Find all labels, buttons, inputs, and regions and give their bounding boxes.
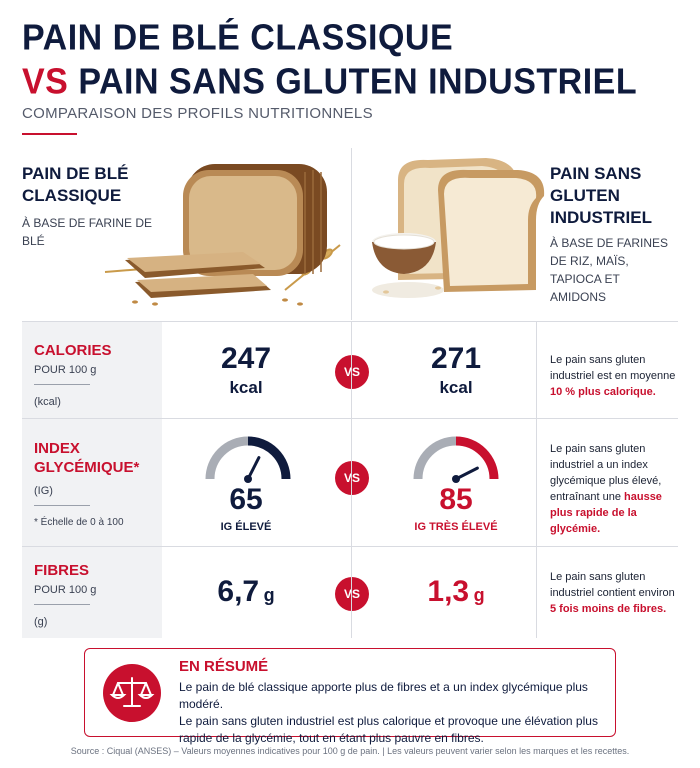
calories-desc-highlight: 10 % plus calorique.: [550, 386, 656, 398]
desc-separator: [536, 322, 537, 418]
calories-right-unit: kcal: [439, 378, 473, 397]
summary-box: EN RÉSUMÉ Le pain de blé classique appor…: [84, 648, 616, 745]
center-divider: [351, 321, 352, 638]
desc-separator: [536, 419, 537, 546]
source-footnote: Source : Ciqual (ANSES) – Valeurs moyenn…: [70, 746, 630, 756]
right-product-name: PAIN SANS GLUTEN INDUSTRIEL: [550, 164, 652, 227]
ig-left-label: IG ÉLEVÉ: [220, 521, 272, 533]
gluten-free-bread-loaf-icon: [372, 158, 545, 298]
fibres-unit-note: (g): [34, 616, 48, 628]
gauge-track: [205, 436, 249, 480]
gauge-fill: [247, 436, 291, 480]
summary-title: EN RÉSUMÉ: [179, 658, 269, 675]
subtitle-underline: [22, 133, 77, 135]
row-label-bg: [22, 322, 162, 418]
right-product-desc: À BASE DE FARINES DE RIZ, MAÏS, TAPIOCA …: [550, 236, 669, 304]
ig-scale-note: * Échelle de 0 à 100: [34, 517, 124, 528]
row-rule: [34, 505, 90, 506]
ig-left-gauge: [205, 436, 291, 483]
calories-unit-note: (kcal): [34, 396, 61, 408]
scale-balance-icon: [103, 664, 161, 722]
calories-right-value: 271: [430, 342, 482, 375]
ig-title: INDEX GLYCÉMIQUE*: [34, 440, 140, 476]
page-title: PAIN DE BLÉ CLASSIQUE VS PAIN SANS GLUTE…: [22, 16, 637, 104]
summary-line-2: Le pain sans gluten industriel est plus …: [179, 714, 598, 745]
calories-desc-text: Le pain sans gluten industriel est en mo…: [550, 354, 676, 382]
wheat-bread-loaf-icon: [104, 164, 341, 306]
fibres-left: 6,7 g: [191, 575, 301, 609]
desc-separator: [536, 547, 537, 638]
ig-vs-badge: VS: [335, 461, 369, 495]
gauge-hub: [452, 475, 460, 483]
fibres-right-unit: g: [473, 585, 485, 605]
gauge-hub: [244, 475, 252, 483]
left-product-name: PAIN DE BLÉ CLASSIQUE: [22, 164, 129, 205]
calories-unit: POUR 100 g: [34, 364, 97, 376]
ig-right-gauge: [413, 436, 499, 483]
ig-left-value: 65: [229, 483, 263, 516]
page-subtitle: COMPARAISON DES PROFILS NUTRITIONNELS: [22, 105, 373, 122]
ig-desc-highlight: hausse plus rapide de la glycémie.: [550, 491, 662, 535]
fibres-desc-text: Le pain sans gluten industriel contient …: [550, 571, 675, 599]
fibres-description: Le pain sans gluten industriel contient …: [550, 569, 678, 617]
summary-line-1: Le pain de blé classique apporte plus de…: [179, 680, 588, 711]
summary-text: Le pain de blé classique apporte plus de…: [179, 679, 609, 747]
fibres-right: 1,3 g: [401, 575, 511, 609]
row-label-bg: [22, 419, 162, 546]
row-rule: [34, 384, 90, 385]
left-product-desc: À BASE DE FARINE DE BLÉ: [22, 216, 153, 248]
ig-right-value: 85: [439, 483, 473, 516]
fibres-right-value: 1,3: [427, 575, 470, 608]
calories-row: CALORIES POUR 100 g (kcal) 247 kcal VS 2…: [22, 321, 678, 418]
ig-desc-text: Le pain sans gluten industriel a un inde…: [550, 443, 662, 503]
calories-left-value: 247: [220, 342, 272, 375]
title-line-2-rest: PAIN SANS GLUTEN INDUSTRIEL: [78, 62, 638, 103]
title-line-1: PAIN DE BLÉ CLASSIQUE: [22, 18, 454, 59]
fibres-row: FIBRES POUR 100 g (g) 6,7 g VS 1,3 g Le …: [22, 546, 678, 638]
calories-vs-badge: VS: [335, 355, 369, 389]
fibres-vs-badge: VS: [335, 577, 369, 611]
ig-description: Le pain sans gluten industriel a un inde…: [550, 441, 678, 537]
title-vs: VS: [22, 62, 69, 103]
fibres-left-value: 6,7: [217, 575, 260, 608]
gauge-fill: [455, 436, 499, 480]
product-divider: [351, 148, 352, 320]
fibres-desc-highlight: 5 fois moins de fibres.: [550, 603, 667, 615]
ig-row: INDEX GLYCÉMIQUE* (IG) * Échelle de 0 à …: [22, 418, 678, 546]
fibres-left-unit: g: [263, 585, 275, 605]
calories-left-unit: kcal: [229, 378, 263, 397]
calories-description: Le pain sans gluten industriel est en mo…: [550, 352, 678, 400]
row-rule: [34, 604, 90, 605]
calories-title: CALORIES: [34, 342, 112, 359]
ig-right-label: IG TRÈS ÉLEVÉ: [414, 521, 498, 533]
fibres-unit: POUR 100 g: [34, 584, 97, 596]
row-label-bg: [22, 547, 162, 638]
gauge-needle-left: [246, 456, 261, 481]
fibres-title: FIBRES: [34, 562, 90, 579]
ig-unit: (IG): [34, 485, 53, 497]
gauge-track: [413, 436, 457, 480]
title-line-2: VS PAIN SANS GLUTEN INDUSTRIEL: [22, 60, 637, 104]
